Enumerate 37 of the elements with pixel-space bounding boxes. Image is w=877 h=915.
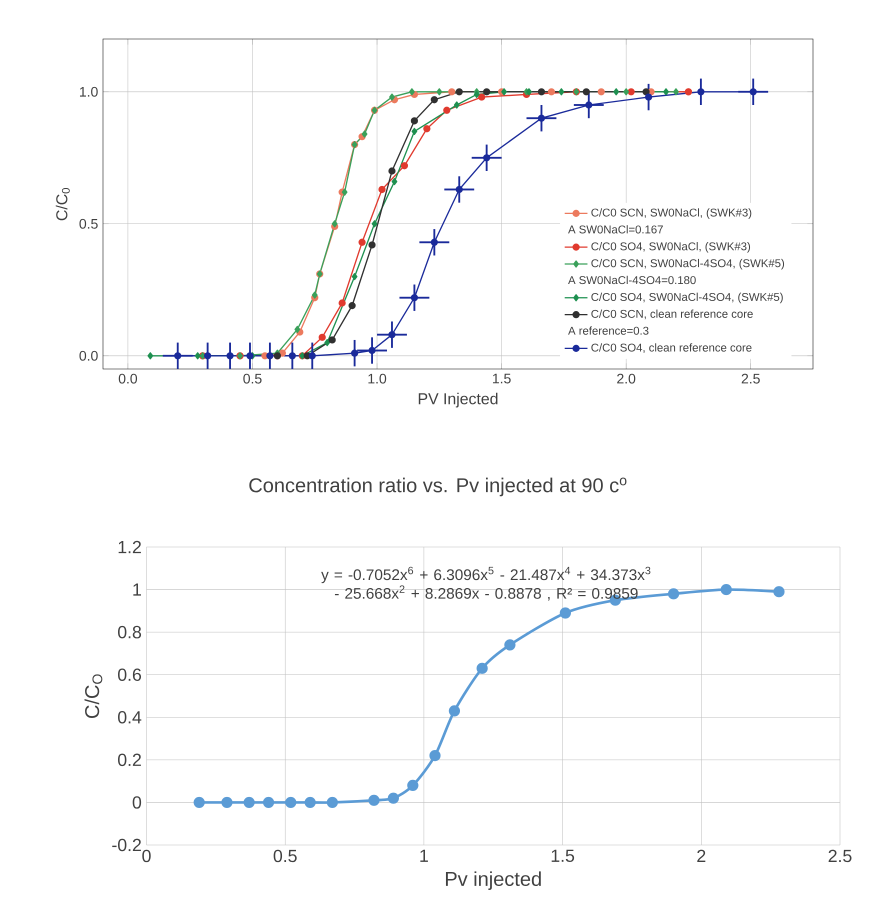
y-tick-label: 0.5 (79, 218, 98, 229)
y-tick-label: 1.0 (80, 86, 98, 97)
y-tick-label: 0.4 (118, 711, 142, 724)
y-tick-label: 1.2 (118, 540, 141, 554)
y-tick-label: -0.2 (112, 838, 141, 852)
y-tick-label: 0.8 (118, 626, 142, 638)
legend-label: C/C0 SCN, SW0NaCl-4SO4, (SWK#5) (591, 258, 784, 270)
y-tick-label: 0 (132, 796, 142, 809)
text: y = -0.7052x$^{6}$ + 6.3096x$^{5}$ - 21.487x$^{4}$ + 34.373x$^{3}$ - 25.668x$^{2}$ + 8.2869x - 0.8878 , R² = 0.9859 (321, 566, 650, 601)
x-tick-label: 1.5 (552, 850, 574, 862)
x-axis-title: Pv injected (446, 871, 541, 890)
x-tick-label: 0.5 (274, 850, 297, 862)
x-tick-label: 0 (142, 850, 151, 862)
annotation: A reference=0.3 (568, 326, 648, 335)
y-axis-title: C/C$_{O}$ (84, 674, 102, 718)
legend-label: C/C0 SCN, clean reference core (591, 310, 753, 320)
x-tick-label: 1.5 (492, 374, 511, 384)
annotation: A SW0NaCl-4SO4=0.180 (568, 276, 696, 284)
y-tick-label: 0.6 (118, 668, 142, 681)
x-tick-label: 2.5 (828, 850, 852, 862)
legend-label: C/C0 SO4, SW0NaCl, (SWK#3) (591, 242, 750, 253)
x-tick-label: 2.0 (617, 374, 636, 384)
x-tick-label: 2 (697, 850, 706, 862)
legend-label: C/C0 SO4, SW0NaCl-4SO4, (SWK#5) (591, 292, 783, 304)
x-tick-label: 0.5 (243, 374, 262, 384)
chart-title: Concentration ratio vs. Pv injected at 90 c$^{o}$ (249, 478, 626, 496)
legend-label: C/C0 SCN, SW0NaCl, (SWK#3) (591, 208, 752, 219)
legend-label: C/C0 SO4, clean reference core (591, 343, 752, 353)
x-tick-label: 1.0 (368, 374, 386, 384)
y-tick-label: 0.2 (118, 754, 141, 766)
x-tick-label: 1 (420, 850, 428, 862)
x-tick-label: 2.5 (742, 374, 760, 384)
y-tick-label: 1 (133, 584, 141, 596)
y-tick-label: 0.0 (79, 350, 98, 361)
x-axis-title: PV Injected (418, 392, 498, 408)
annotation: A SW0NaCl=0.167 (568, 225, 663, 234)
y-axis-title: C/C$_{0}$ (56, 188, 70, 220)
